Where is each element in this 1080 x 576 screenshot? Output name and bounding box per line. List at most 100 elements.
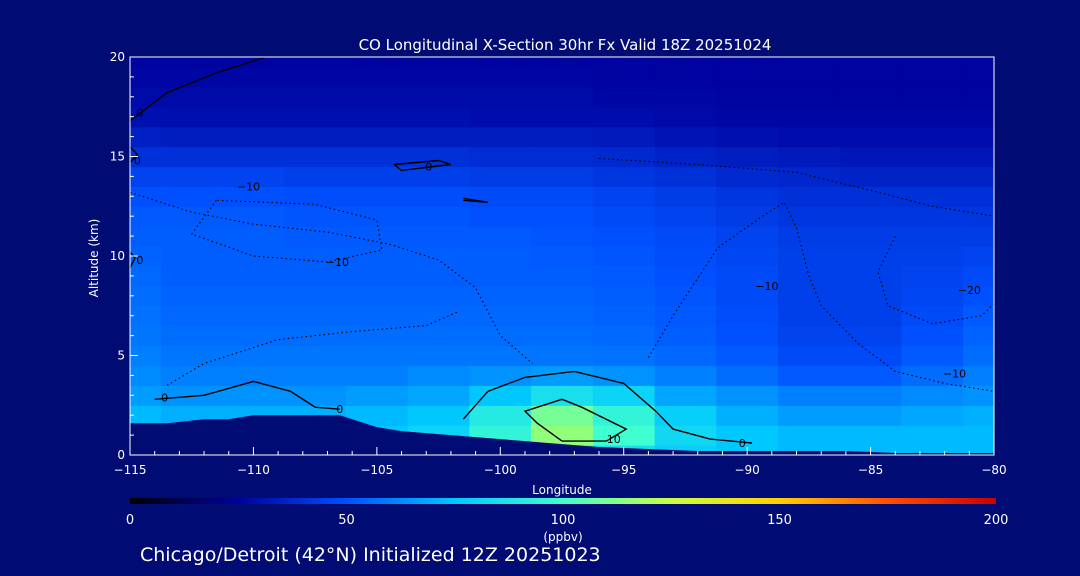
heatmap-cell xyxy=(901,305,964,327)
heatmap-cell xyxy=(963,206,994,227)
heatmap-cell xyxy=(963,385,994,406)
heatmap-cell xyxy=(130,226,162,247)
heatmap-cell xyxy=(839,266,902,287)
x-axis: −115 −110 −105 −100 −95 −90 −85 −80 xyxy=(114,447,1007,477)
terrain-mask xyxy=(130,415,994,455)
heatmap-cell xyxy=(716,206,779,227)
heatmap-cell xyxy=(963,285,994,307)
contour-label: −10 xyxy=(755,280,778,293)
heatmap-cell xyxy=(531,246,594,267)
heatmap-cell xyxy=(130,126,162,148)
heatmap-cell xyxy=(901,166,964,187)
heatmap-cell xyxy=(284,266,347,287)
heatmap-cell xyxy=(716,226,779,247)
heatmap-cell xyxy=(963,126,994,148)
heatmap-cell xyxy=(901,66,964,88)
heatmap-cell xyxy=(160,365,224,386)
heatmap-cell xyxy=(654,325,717,347)
heatmap-cell xyxy=(407,106,470,128)
heatmap-cell xyxy=(839,66,902,88)
heatmap-cell xyxy=(284,166,347,187)
heatmap-cell xyxy=(407,325,470,347)
contour-zero-surface-plume xyxy=(462,370,753,444)
heatmap-cell xyxy=(901,345,964,367)
x-tick-label: −90 xyxy=(734,463,759,477)
contour-zero-west-mid xyxy=(130,251,136,269)
heatmap-cell xyxy=(901,57,964,68)
heatmap-cell xyxy=(716,106,779,128)
heatmap-cell xyxy=(778,285,841,307)
y-tick-label: 10 xyxy=(110,249,125,263)
heatmap-cell xyxy=(346,226,409,247)
heatmap-cell xyxy=(778,106,841,128)
contour-label: 0 xyxy=(336,403,343,416)
contour-neg10-west xyxy=(130,191,533,364)
heatmap-cell xyxy=(901,186,964,207)
heatmap-cell xyxy=(531,365,594,386)
heatmap-cell xyxy=(469,246,532,267)
heatmap-cell xyxy=(778,226,841,247)
heatmap-cell xyxy=(346,166,409,187)
heatmap-cell xyxy=(839,206,902,227)
heatmap-cell xyxy=(778,66,841,88)
heatmap-cell xyxy=(839,325,902,347)
heatmap-cell xyxy=(531,285,594,307)
heatmap-cell xyxy=(654,146,717,168)
contour-label: −20 xyxy=(958,284,981,297)
heatmap-cell xyxy=(284,86,347,108)
colorbar-tick-label: 100 xyxy=(551,513,576,528)
contour-label: −10 xyxy=(943,367,966,380)
heatmap-cell xyxy=(284,106,347,128)
heatmap-cell xyxy=(901,285,964,307)
heatmap-cell xyxy=(963,345,994,367)
heatmap-cell xyxy=(160,57,224,68)
heatmap-cell xyxy=(130,57,162,68)
heatmap-cell xyxy=(160,186,224,207)
heatmap-cell xyxy=(222,365,285,386)
heatmap-cell xyxy=(716,365,779,386)
heatmap-cell xyxy=(130,186,162,207)
heatmap-cell xyxy=(160,285,224,307)
heatmap-cell xyxy=(592,325,656,347)
heatmap-cell xyxy=(160,226,224,247)
heatmap-cell xyxy=(778,345,841,367)
heatmap-cell xyxy=(407,86,470,108)
contour-label: 0 xyxy=(161,391,168,404)
heatmap-cell xyxy=(346,206,409,227)
contour-labels: 0 0 0 0 0 0 0 −10 −10 −10 −10 −20 10 xyxy=(134,107,981,450)
heatmap-cell xyxy=(284,285,347,307)
heatmap-cell xyxy=(222,226,285,247)
heatmap-cell xyxy=(531,266,594,287)
heatmap-cell xyxy=(346,126,409,148)
heatmap-cell xyxy=(346,246,409,267)
heatmap-cell xyxy=(654,425,717,446)
heatmap-cell xyxy=(839,365,902,386)
heatmap-cell xyxy=(716,405,779,426)
heatmap-cell xyxy=(407,166,470,187)
heatmap-cell xyxy=(778,206,841,227)
heatmap-cell xyxy=(469,106,532,128)
heatmap-cell xyxy=(963,305,994,327)
heatmap-cell xyxy=(592,405,656,426)
heatmap-cell xyxy=(592,206,656,227)
heatmap-cell xyxy=(222,246,285,267)
heatmap-cell xyxy=(778,57,841,68)
heatmap-cell xyxy=(407,57,470,68)
contour-label: 0 xyxy=(136,107,143,120)
heatmap-cell xyxy=(592,186,656,207)
heatmap-cell xyxy=(654,365,717,386)
heatmap-cell xyxy=(531,126,594,148)
heatmap-cell xyxy=(346,285,409,307)
heatmap-cell xyxy=(778,385,841,406)
heatmap-cell xyxy=(592,285,656,307)
heatmap-cell xyxy=(716,66,779,88)
heatmap-cell xyxy=(407,226,470,247)
heatmap-cell xyxy=(839,57,902,68)
heatmap-cell xyxy=(346,186,409,207)
heatmap-cell xyxy=(901,126,964,148)
heatmap-cell xyxy=(592,166,656,187)
heatmap-cell xyxy=(407,186,470,207)
footer-initialization-text: Chicago/Detroit (42°N) Initialized 12Z 2… xyxy=(140,544,601,566)
colorbar xyxy=(130,498,996,504)
heatmap-cell xyxy=(839,226,902,247)
